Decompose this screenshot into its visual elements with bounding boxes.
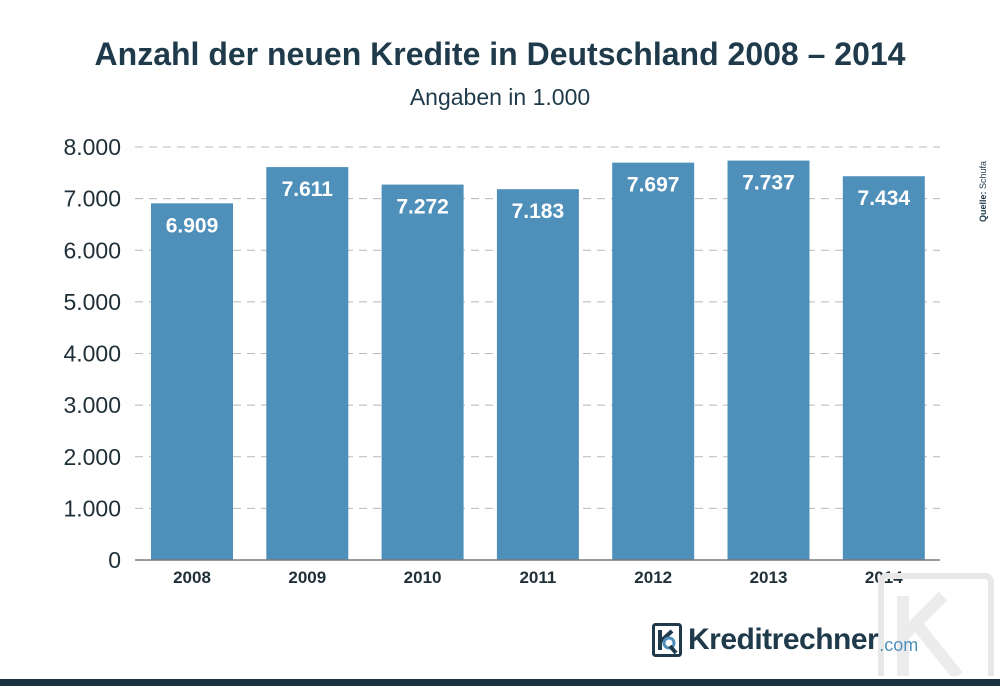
y-tick-label: 4.000 <box>63 341 121 367</box>
x-tick-label: 2010 <box>404 568 442 587</box>
x-tick-label: 2011 <box>519 568 556 587</box>
y-tick-label: 2.000 <box>63 444 121 470</box>
brand-name: Kreditrechner <box>688 623 879 656</box>
footer-bar <box>0 679 1000 686</box>
brand-logo: Kreditrechner .com <box>652 618 918 662</box>
y-tick-label: 0 <box>108 547 121 573</box>
x-tick-label: 2012 <box>634 568 672 587</box>
y-tick-label: 5.000 <box>63 289 121 315</box>
chart-title: Anzahl der neuen Kredite in Deutschland … <box>94 36 906 72</box>
bar <box>151 203 233 560</box>
kreditrechner-logo-icon <box>652 623 682 657</box>
y-tick-label: 3.000 <box>63 392 121 418</box>
source-note: Quelle: Schufa <box>978 161 988 222</box>
bar <box>266 167 349 560</box>
bar <box>496 189 579 561</box>
data-label: 7.434 <box>858 187 911 210</box>
source-value: Schufa <box>978 160 988 189</box>
x-tick-label: 2013 <box>750 568 788 587</box>
bar <box>842 176 925 560</box>
data-label: 7.737 <box>742 172 795 195</box>
bar <box>381 184 464 560</box>
source-label: Quelle: <box>978 191 988 222</box>
y-tick-label: 7.000 <box>63 186 121 212</box>
bar <box>727 160 810 560</box>
data-label: 6.909 <box>166 214 219 237</box>
y-tick-label: 8.000 <box>63 134 121 160</box>
chart-subtitle: Angaben in 1.000 <box>409 84 591 110</box>
y-tick-label: 6.000 <box>63 237 121 263</box>
x-tick-label: 2009 <box>288 568 326 587</box>
brand-tld: .com <box>879 634 919 655</box>
data-label: 7.697 <box>627 174 680 197</box>
x-tick-label: 2008 <box>173 568 211 587</box>
data-label: 7.183 <box>512 200 565 223</box>
watermark-logo-icon <box>878 573 994 676</box>
bar <box>612 162 695 560</box>
y-tick-label: 1.000 <box>63 495 121 521</box>
data-label: 7.611 <box>282 178 334 201</box>
data-label: 7.272 <box>396 196 449 219</box>
